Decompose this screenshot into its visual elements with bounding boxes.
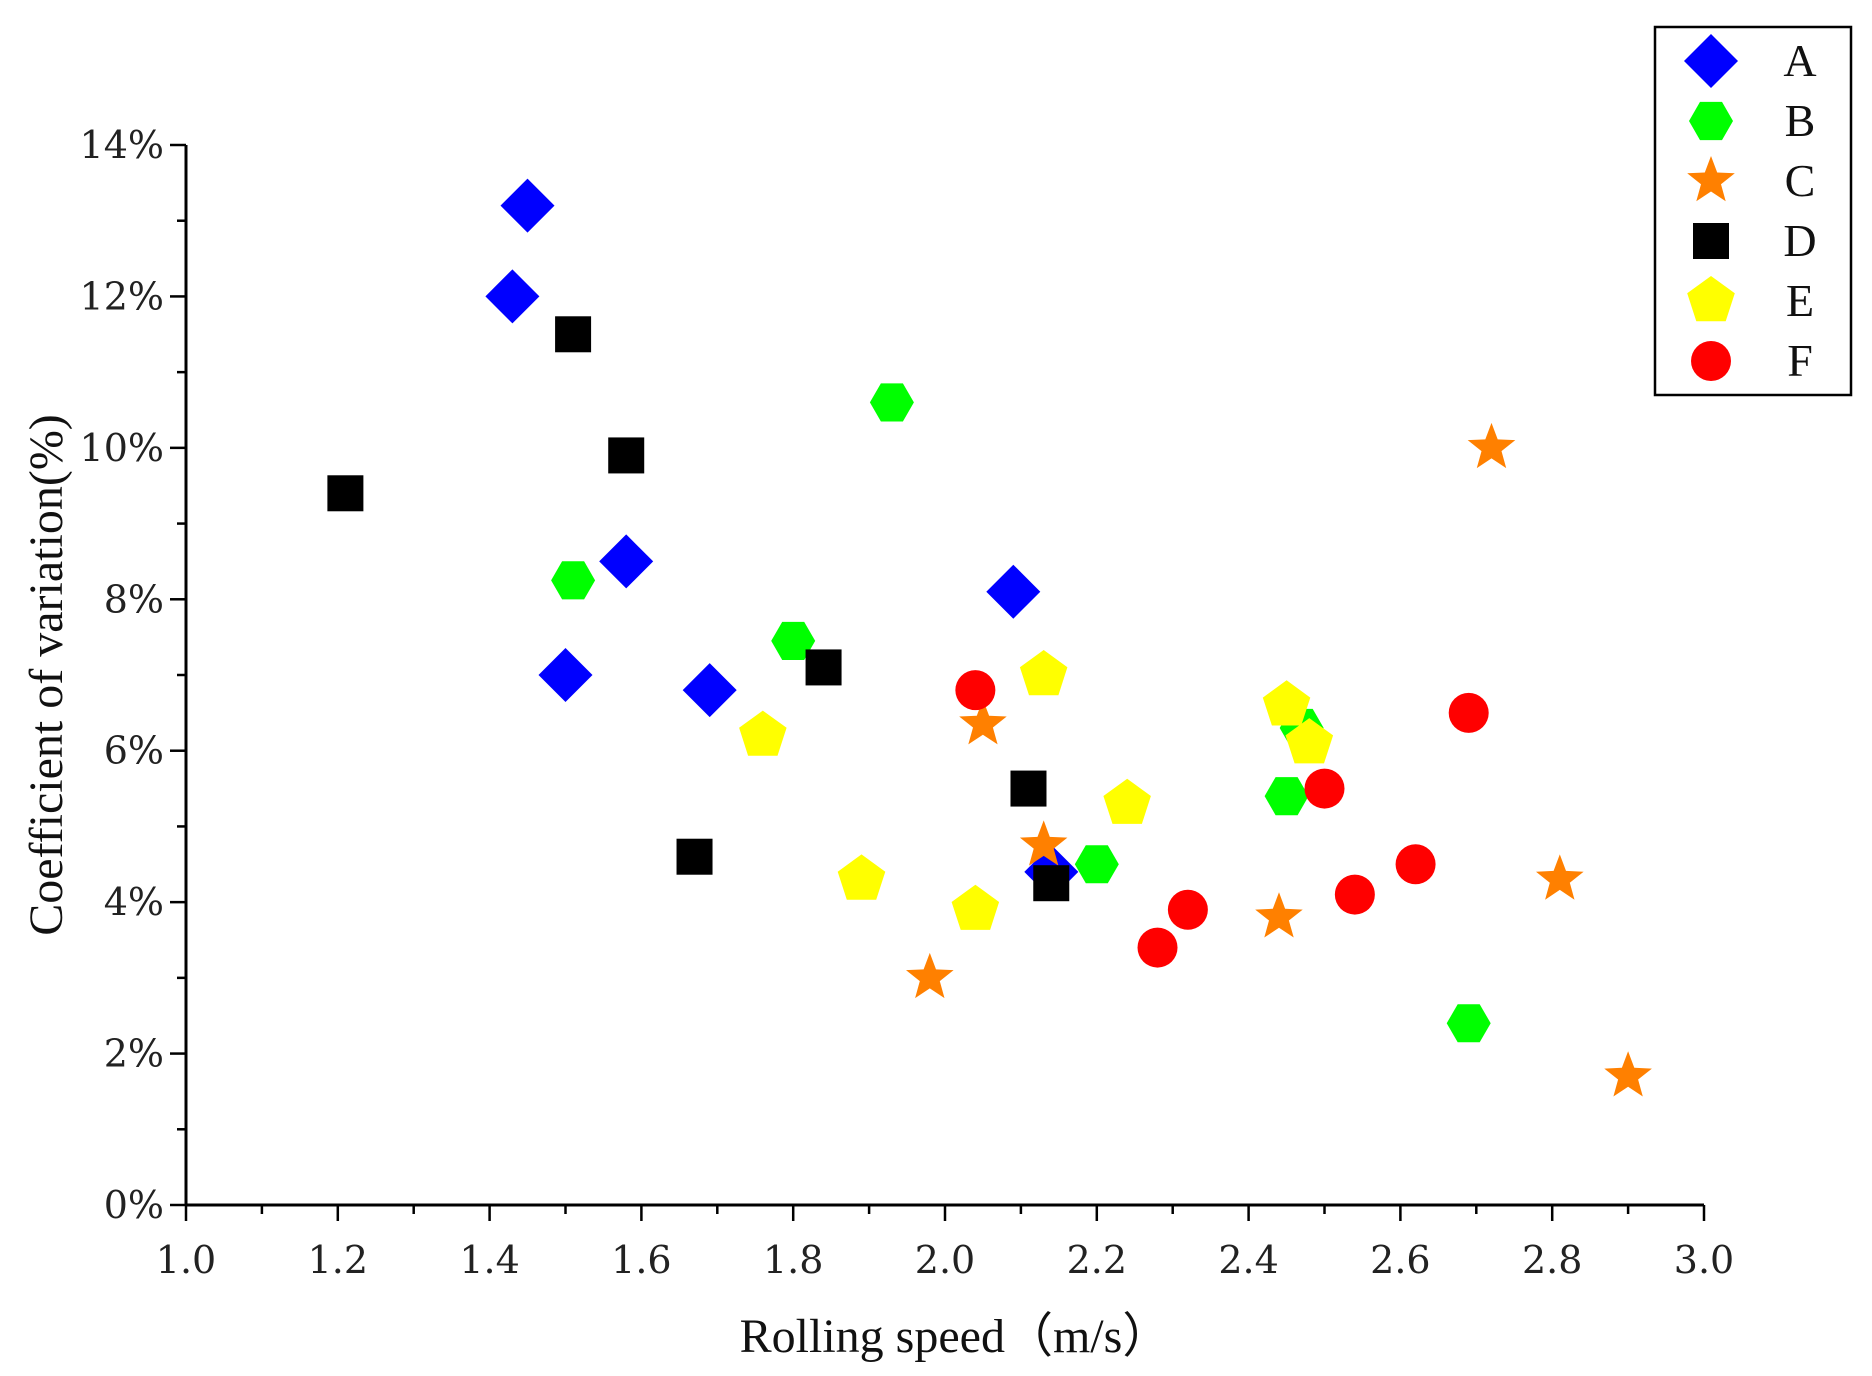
y-tick-label: 6%: [104, 729, 164, 773]
x-tick-label: 2.0: [915, 1238, 975, 1282]
legend-label: B: [1785, 95, 1816, 146]
point-A: [682, 663, 737, 718]
x-tick-label: 1.2: [308, 1238, 368, 1282]
point-D: [1010, 770, 1047, 807]
legend-marker-C: [1687, 156, 1735, 202]
point-F: [955, 670, 996, 711]
point-D: [608, 437, 645, 474]
legend-marker-F: [1691, 341, 1731, 381]
point-E: [837, 854, 886, 900]
point-A: [538, 648, 593, 702]
legend-marker-A: [1684, 34, 1738, 88]
y-tick-label: 4%: [104, 880, 164, 924]
data-points: [327, 178, 1652, 1097]
point-B: [1446, 1004, 1491, 1043]
point-E: [739, 710, 787, 756]
x-axis-title: Rolling speed（m/s）: [740, 1310, 1171, 1363]
series-C: [906, 422, 1652, 1097]
y-tick-label: 2%: [104, 1032, 164, 1076]
legend-label: A: [1783, 35, 1816, 86]
x-tick-label: 1.4: [459, 1238, 519, 1282]
y-tick-label: 10%: [80, 426, 164, 470]
point-A: [599, 534, 654, 589]
axes: 1.0 1.2 1.4 1.6 1.8 2.0 2.2 2.4 2.6 2.8 3.0 0% 2% 4% 6…: [80, 123, 1735, 1282]
x-tick-label: 2.4: [1218, 1238, 1278, 1282]
x-tick-label: 2.6: [1370, 1238, 1430, 1282]
legend-label: F: [1787, 335, 1813, 386]
legend-label: C: [1785, 155, 1816, 206]
point-F: [1304, 768, 1345, 809]
point-B: [771, 621, 816, 660]
x-tick-label: 1.0: [156, 1238, 216, 1282]
y-tick-label: 0%: [104, 1183, 164, 1227]
point-B: [1074, 845, 1119, 884]
point-D: [327, 475, 364, 512]
point-C: [1604, 1051, 1652, 1097]
point-C: [959, 699, 1007, 745]
x-tick-label: 2.8: [1522, 1238, 1582, 1282]
series-A: [485, 178, 1079, 899]
series-F: [955, 670, 1489, 968]
point-D: [676, 838, 713, 875]
x-tick-label: 2.2: [1067, 1238, 1127, 1282]
point-A: [500, 178, 555, 233]
legend-box: [1653, 25, 1853, 397]
point-D: [805, 649, 842, 686]
point-D: [1033, 865, 1070, 902]
series-B: [551, 383, 1491, 1043]
legend-label: E: [1786, 275, 1814, 326]
point-F: [1334, 874, 1375, 915]
point-B: [1264, 777, 1309, 816]
point-B: [551, 561, 596, 600]
point-C: [1019, 820, 1068, 866]
point-E: [951, 884, 1000, 930]
point-F: [1167, 889, 1208, 930]
point-C: [1255, 892, 1303, 938]
point-F: [1448, 692, 1489, 733]
point-E: [1019, 650, 1068, 696]
series-D: [327, 316, 1070, 902]
legend-marker-B: [1689, 101, 1733, 141]
point-C: [1467, 422, 1516, 469]
series-E: [739, 650, 1334, 930]
x-tick-label: 3.0: [1674, 1238, 1734, 1282]
point-E: [1103, 778, 1151, 824]
point-A: [485, 269, 540, 324]
legend-marker-E: [1687, 276, 1735, 322]
point-E: [1262, 680, 1311, 726]
point-A: [986, 564, 1041, 619]
y-tick-label: 8%: [104, 577, 164, 621]
point-D: [555, 316, 592, 353]
point-B: [869, 383, 914, 422]
point-C: [1536, 854, 1584, 900]
y-tick-label: 14%: [80, 123, 164, 167]
point-F: [1137, 927, 1178, 968]
x-tick-label: 1.6: [611, 1238, 671, 1282]
y-axis-title: Coefficient of variation(%): [20, 414, 73, 936]
legend-marker-D: [1693, 223, 1729, 259]
point-E: [1285, 718, 1334, 764]
legend-label: D: [1783, 215, 1816, 266]
point-C: [906, 952, 954, 999]
x-tick-label: 1.8: [763, 1238, 823, 1282]
y-tick-label: 12%: [80, 274, 164, 318]
point-F: [1395, 844, 1436, 885]
